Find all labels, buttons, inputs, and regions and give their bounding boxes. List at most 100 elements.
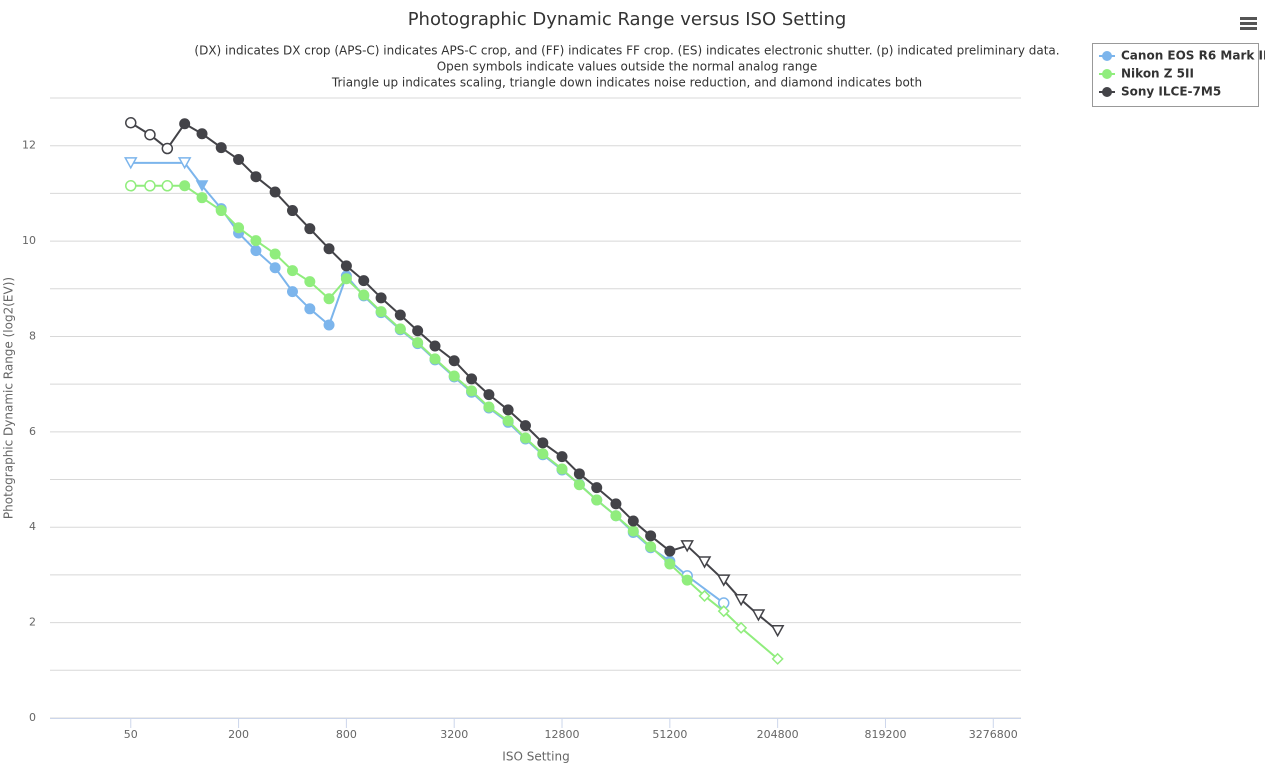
legend-item[interactable]: Nikon Z 5II <box>1099 67 1194 81</box>
legend-symbol[interactable] <box>1102 87 1112 97</box>
point <box>340 260 352 272</box>
point <box>269 248 281 260</box>
legend-label[interactable]: Sony ILCE-7M5 <box>1121 85 1221 99</box>
point <box>233 222 245 234</box>
point <box>196 128 208 140</box>
point <box>144 128 156 141</box>
x-tick-label: 51200 <box>652 728 687 741</box>
y-tick-label: 12 <box>22 139 36 152</box>
point <box>502 404 514 416</box>
x-axis-title: ISO Setting <box>502 750 569 764</box>
menu-bar[interactable] <box>1240 22 1257 25</box>
point <box>269 186 281 198</box>
point <box>323 243 335 255</box>
point <box>195 180 209 192</box>
point <box>429 353 441 365</box>
point <box>664 545 676 557</box>
point <box>466 373 478 385</box>
point <box>519 420 531 432</box>
point <box>196 192 208 204</box>
point <box>573 479 585 491</box>
point <box>215 205 227 217</box>
point <box>610 510 622 522</box>
point <box>179 180 191 192</box>
y-tick-label: 10 <box>22 234 36 247</box>
point <box>697 556 712 569</box>
point <box>286 205 298 217</box>
legend-box <box>1092 43 1259 107</box>
point <box>627 525 639 537</box>
point <box>375 292 387 304</box>
x-tick-label: 800 <box>336 728 357 741</box>
point <box>304 276 316 288</box>
series-line <box>130 184 779 660</box>
point <box>304 303 316 315</box>
point <box>448 370 460 382</box>
point <box>645 541 657 553</box>
point <box>394 309 406 321</box>
point <box>177 157 192 170</box>
point <box>144 180 156 192</box>
point <box>412 325 424 337</box>
point <box>233 154 245 166</box>
point <box>286 265 298 277</box>
legend-label[interactable]: Canon EOS R6 Mark III <box>1121 49 1265 63</box>
point <box>358 289 370 301</box>
point <box>483 389 495 401</box>
y-tick-label: 0 <box>29 711 36 724</box>
point <box>627 515 639 527</box>
point <box>573 468 585 480</box>
point <box>591 494 603 506</box>
x-tick-label: 204800 <box>757 728 799 741</box>
point <box>215 142 227 154</box>
y-axis-title: Photographic Dynamic Range (log2(EV)) <box>2 277 16 519</box>
x-tick-label: 50 <box>124 728 138 741</box>
point <box>502 415 514 427</box>
legend-item[interactable]: Canon EOS R6 Mark III <box>1099 49 1265 63</box>
menu-bar[interactable] <box>1240 17 1257 20</box>
menu-bar[interactable] <box>1240 27 1257 30</box>
point <box>304 223 316 235</box>
point <box>375 306 387 318</box>
point <box>269 262 281 274</box>
x-tick-label: 3200 <box>440 728 468 741</box>
point <box>250 245 262 257</box>
legend-symbol[interactable] <box>1102 51 1112 61</box>
point <box>645 530 657 542</box>
y-tick-label: 2 <box>29 616 36 629</box>
point <box>323 319 335 331</box>
chart-title: Photographic Dynamic Range versus ISO Se… <box>408 9 847 30</box>
point <box>358 275 370 287</box>
chart-subtitle: Triangle up indicates scaling, triangle … <box>331 76 922 90</box>
point <box>734 593 748 607</box>
legend-symbol[interactable] <box>1102 69 1112 79</box>
point <box>250 171 262 183</box>
point <box>556 451 568 463</box>
point <box>125 180 137 192</box>
point <box>394 323 406 335</box>
chart-subtitle: (DX) indicates DX crop (APS-C) indicates… <box>194 44 1059 58</box>
point <box>680 540 694 553</box>
point <box>161 142 174 155</box>
point <box>161 180 174 192</box>
point <box>286 286 298 298</box>
point <box>466 385 478 397</box>
point <box>519 432 531 444</box>
legend-item[interactable]: Sony ILCE-7M5 <box>1099 85 1221 99</box>
y-tick-label: 6 <box>29 425 36 438</box>
point <box>610 498 622 510</box>
point <box>591 482 603 494</box>
legend-label[interactable]: Nikon Z 5II <box>1121 67 1194 81</box>
point <box>323 293 335 305</box>
point <box>429 340 441 352</box>
menu-button[interactable] <box>1240 17 1257 30</box>
chart-subtitle: Open symbols indicate values outside the… <box>437 60 818 74</box>
point <box>483 401 495 413</box>
point <box>716 574 731 587</box>
point <box>556 463 568 475</box>
y-tick-label: 4 <box>29 520 36 533</box>
point <box>537 437 549 449</box>
y-tick-label: 8 <box>29 329 36 342</box>
point <box>770 624 785 638</box>
